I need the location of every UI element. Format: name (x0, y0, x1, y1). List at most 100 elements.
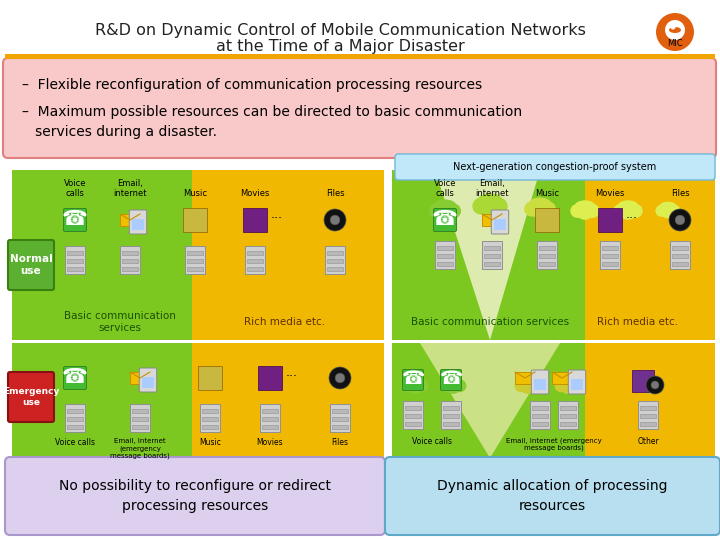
Circle shape (575, 200, 595, 220)
Text: Basic communication services: Basic communication services (411, 317, 569, 327)
Bar (5, 54, 715, 59)
Bar (332, 409, 348, 413)
Circle shape (434, 199, 456, 221)
Circle shape (660, 201, 676, 218)
Bar (130, 404, 150, 432)
FancyBboxPatch shape (63, 208, 86, 232)
Circle shape (613, 204, 627, 218)
Bar (405, 406, 421, 410)
Bar (482, 214, 502, 226)
Text: Normal
use: Normal use (9, 254, 53, 276)
Text: No possibility to reconfigure or redirect
processing resources: No possibility to reconfigure or redirec… (59, 480, 331, 513)
Circle shape (569, 380, 582, 392)
Text: Voice calls: Voice calls (55, 438, 95, 447)
Bar (122, 251, 138, 255)
Bar (332, 417, 348, 421)
Bar (672, 254, 688, 258)
Bar (437, 246, 453, 250)
Bar (132, 409, 148, 413)
Bar (437, 254, 453, 258)
Circle shape (670, 24, 675, 30)
Circle shape (491, 198, 508, 214)
Bar (532, 414, 548, 418)
Bar (515, 372, 535, 384)
Bar (552, 372, 572, 384)
Bar (672, 246, 688, 250)
Bar (484, 262, 500, 266)
Bar (534, 379, 546, 390)
Text: Music: Music (183, 189, 207, 198)
FancyBboxPatch shape (3, 58, 716, 158)
Bar (443, 414, 459, 418)
Bar (327, 267, 343, 271)
Text: Email, internet
(emergency
message boards): Email, internet (emergency message board… (110, 438, 170, 459)
Bar (12, 343, 192, 458)
Circle shape (429, 204, 444, 219)
Text: Emergency
use: Emergency use (3, 387, 59, 407)
Bar (120, 214, 140, 226)
Bar (247, 259, 263, 263)
Text: Email,
internet: Email, internet (113, 179, 147, 198)
Circle shape (405, 377, 419, 391)
Circle shape (330, 215, 340, 225)
Bar (262, 409, 278, 413)
Bar (67, 259, 83, 263)
Bar (405, 414, 421, 418)
Circle shape (585, 204, 600, 218)
Circle shape (618, 200, 638, 220)
Bar (405, 422, 421, 426)
Text: Music: Music (535, 189, 559, 198)
Text: Dynamic allocation of processing
resources: Dynamic allocation of processing resourc… (437, 480, 667, 513)
Text: ☎: ☎ (62, 209, 88, 229)
Bar (638, 401, 658, 429)
Circle shape (485, 194, 503, 212)
Bar (67, 425, 83, 429)
Bar (258, 366, 282, 390)
Circle shape (536, 198, 552, 215)
Circle shape (658, 202, 672, 215)
Bar (484, 254, 500, 258)
Bar (202, 417, 218, 421)
Bar (192, 343, 385, 458)
Bar (187, 251, 203, 255)
Circle shape (477, 194, 495, 212)
Circle shape (554, 380, 567, 392)
Circle shape (529, 197, 551, 219)
Circle shape (581, 201, 596, 216)
Circle shape (646, 376, 664, 394)
Bar (132, 219, 144, 230)
Bar (602, 254, 618, 258)
Text: MIC: MIC (667, 38, 683, 48)
FancyBboxPatch shape (402, 369, 423, 390)
Circle shape (443, 377, 457, 391)
FancyBboxPatch shape (5, 457, 385, 535)
Circle shape (336, 373, 345, 383)
Bar (200, 404, 220, 432)
Circle shape (675, 215, 685, 225)
FancyBboxPatch shape (8, 372, 54, 422)
FancyBboxPatch shape (568, 370, 585, 394)
Bar (532, 406, 548, 410)
Circle shape (638, 377, 652, 391)
Circle shape (655, 205, 667, 217)
Bar (670, 241, 690, 269)
Text: Voice
calls: Voice calls (433, 179, 456, 198)
Text: Movies: Movies (595, 189, 625, 198)
Bar (640, 406, 656, 410)
Bar (558, 401, 578, 429)
Bar (539, 246, 555, 250)
Circle shape (449, 377, 463, 391)
Bar (640, 422, 656, 426)
Circle shape (528, 198, 544, 215)
Circle shape (559, 376, 577, 394)
Bar (494, 219, 506, 230)
Circle shape (665, 20, 685, 40)
Bar (327, 259, 343, 263)
Bar (560, 422, 576, 426)
Text: Rich media etc.: Rich media etc. (244, 317, 325, 327)
Text: Voice calls: Voice calls (412, 437, 452, 446)
Text: ...: ... (286, 367, 298, 380)
Text: Other: Other (637, 437, 659, 446)
FancyBboxPatch shape (395, 154, 715, 180)
Circle shape (518, 377, 532, 391)
